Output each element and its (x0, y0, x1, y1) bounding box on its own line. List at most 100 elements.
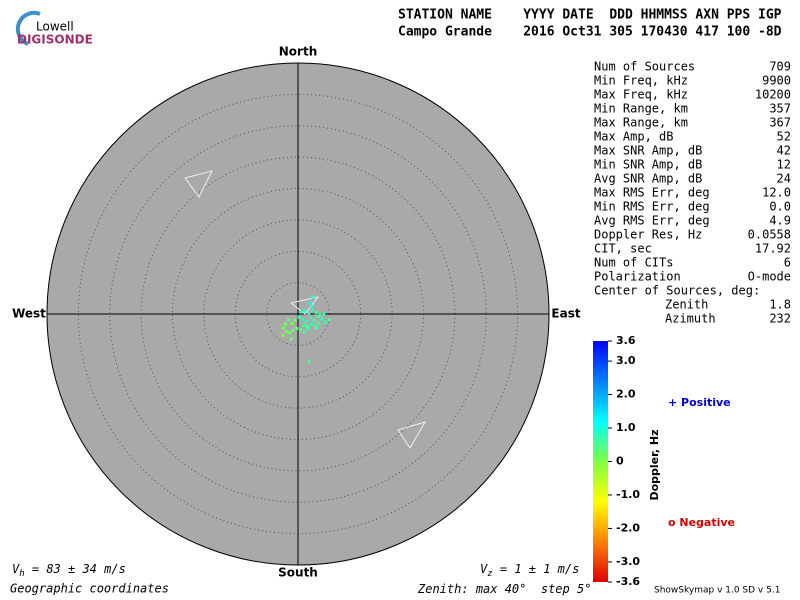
stat-value: 17.92 (755, 242, 791, 256)
direction-label: East (551, 307, 580, 321)
direction-label: North (279, 45, 317, 59)
source-point (297, 315, 301, 319)
stat-label: Doppler Res, Hz (594, 228, 702, 242)
direction-label: South (278, 566, 318, 580)
source-point (308, 301, 312, 305)
stat-label: Max SNR Amp, dB (594, 144, 702, 158)
stat-value: 42 (777, 144, 791, 158)
logo-bottom: DIGISONDE (17, 33, 93, 47)
vz-text: Vz = 1 ± 1 m/s (480, 562, 579, 579)
stat-label: Max RMS Err, deg (594, 186, 710, 200)
source-point (324, 320, 328, 324)
source-point (312, 318, 316, 322)
center-value: 1.8 (769, 298, 791, 312)
vz-value: = 1 ± 1 m/s (493, 562, 580, 576)
source-point (299, 328, 303, 332)
direction-label: West (12, 307, 46, 321)
zenith-step: step 5° (541, 582, 592, 596)
source-point (302, 323, 306, 327)
stat-value: 12 (777, 158, 791, 172)
stat-label: Min Freq, kHz (594, 74, 688, 88)
logo-swoosh (15, 10, 41, 46)
source-point (313, 324, 317, 328)
colorbar-scale (593, 341, 608, 582)
center-value: 232 (769, 312, 791, 326)
source-point (315, 326, 319, 330)
colorbar: 3.6 3.0 2.0 1.0 0 -1.0 -2.0 -3.0 -3.6 (593, 334, 640, 588)
stat-value: 709 (769, 60, 791, 74)
source-point (287, 318, 291, 322)
source-point (317, 321, 321, 325)
source-point (293, 318, 297, 322)
stat-value: 12.0 (762, 186, 791, 200)
source-point (310, 304, 314, 308)
source-point (327, 318, 331, 322)
stat-label: Max Amp, dB (594, 130, 673, 144)
skymap (46, 62, 550, 566)
stat-value: 4.9 (769, 214, 791, 228)
stat-label: Avg RMS Err, deg (594, 214, 710, 228)
source-point (307, 311, 311, 315)
legend-positive: + Positive (668, 396, 731, 409)
stat-value: 24 (777, 172, 791, 186)
source-point (307, 360, 311, 364)
header-line: Campo Grande 2016 Oct31 305 170430 417 1… (398, 25, 782, 40)
logo-top: Lowell (36, 20, 74, 34)
stat-value: O-mode (748, 270, 791, 284)
antenna-marker (397, 421, 427, 449)
stat-value: 357 (769, 102, 791, 116)
legend-negative: o Negative (668, 516, 735, 529)
source-point (316, 315, 320, 319)
source-point (302, 330, 306, 334)
stats-table: Num of Sources 709 Min Freq, kHz 9900 Max Fr… (594, 60, 791, 326)
source-point (322, 312, 326, 316)
stat-value: 52 (777, 130, 791, 144)
source-point (288, 331, 292, 335)
stat-value: 0.0 (769, 200, 791, 214)
version-text: ShowSkymap v 1.0 SD v 5.1 (654, 586, 780, 596)
colorbar-tick-label: 1.0 (616, 421, 636, 434)
source-point (290, 321, 294, 325)
source-point (303, 309, 307, 313)
source-point (309, 322, 313, 326)
colorbar-tick-label: 0 (616, 455, 624, 468)
coords-text: Geographic coordinates (10, 582, 169, 596)
zenith-text: Zenith: max 40° step 5° (417, 582, 591, 596)
source-point (291, 328, 295, 332)
vz-symbol: V (480, 562, 488, 576)
source-point (318, 313, 322, 317)
center-label: Azimuth (665, 312, 716, 326)
colorbar-tick-label: -3.6 (616, 575, 640, 588)
source-point (301, 318, 305, 322)
source-point (311, 295, 315, 299)
stat-label: Avg SNR Amp, dB (594, 172, 702, 186)
source-point (305, 320, 309, 324)
source-point (320, 317, 324, 321)
header-line: STATION NAME YYYY DATE DDD HHMMSS AXN PP… (398, 8, 782, 23)
vz-sub: z (487, 569, 492, 579)
stat-label: Min RMS Err, deg (594, 200, 710, 214)
colorbar-tick-label: 3.0 (616, 354, 636, 367)
stat-label: CIT, sec (594, 242, 652, 256)
colorbar-tick-label: -1.0 (616, 488, 640, 501)
source-point (309, 316, 313, 320)
antenna-marker (184, 170, 213, 198)
source-point (310, 308, 314, 312)
source-point (289, 337, 293, 341)
source-point (314, 311, 318, 315)
stat-label: Polarization (594, 270, 681, 284)
colorbar-tick-label: -3.0 (616, 555, 640, 568)
source-point (306, 327, 310, 331)
stat-value: 367 (769, 116, 791, 130)
stat-value: 6 (784, 256, 791, 270)
source-point (305, 325, 309, 329)
colorbar-tick-label: 3.6 (616, 334, 636, 347)
colorbar-label: Doppler, Hz (648, 429, 661, 500)
vh-sub: h (19, 569, 24, 579)
stat-label: Max Range, km (594, 116, 688, 130)
center-title: Center of Sources, deg: (594, 284, 760, 298)
vh-text: Vh = 83 ± 34 m/s (12, 562, 126, 579)
stat-label: Num of CITs (594, 256, 673, 270)
stat-label: Num of Sources (594, 60, 695, 74)
